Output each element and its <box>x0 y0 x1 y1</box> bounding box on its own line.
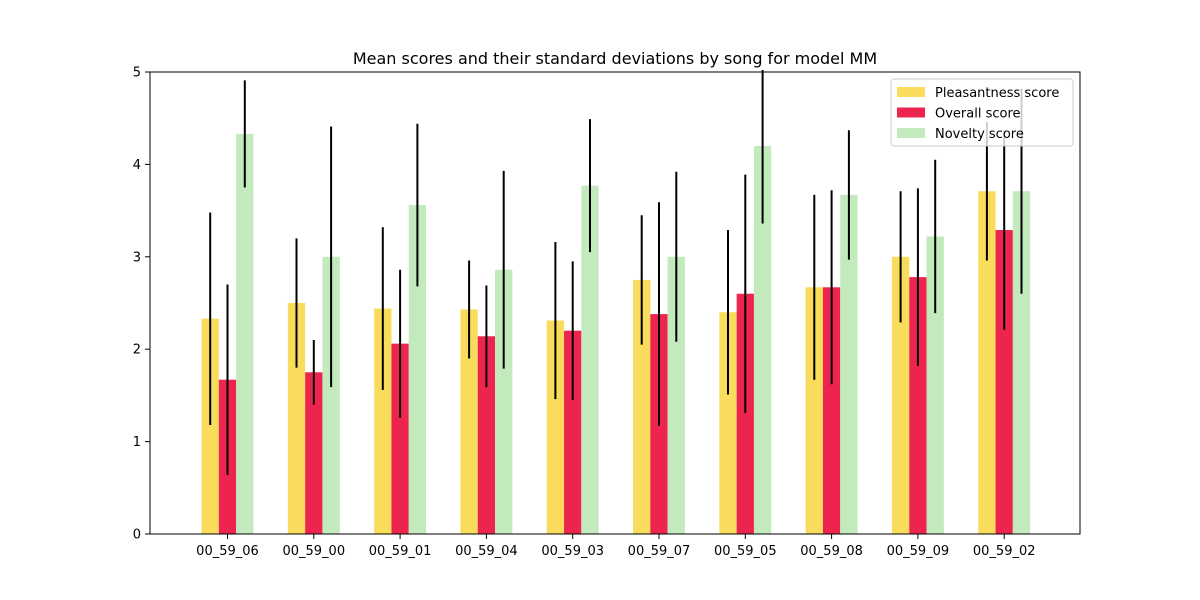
bar-novelty-score-00_59_07 <box>667 256 685 534</box>
bar-pleasantness-score-00_59_08 <box>805 287 823 534</box>
bar-overall-score-00_59_04 <box>477 336 496 534</box>
x-tick-label: 00_59_07 <box>628 544 691 559</box>
legend: Pleasantness score Overall score Novelty s… <box>890 78 1074 147</box>
bar-novelty-score-00_59_09 <box>926 236 944 535</box>
bar-overall-score-00_59_02 <box>995 230 1013 534</box>
y-tick-label: 4 <box>133 158 141 173</box>
bar-pleasantness-score-00_59_01 <box>374 308 392 534</box>
bar-novelty-score-00_59_08 <box>840 194 858 534</box>
legend-swatch <box>897 107 925 118</box>
legend-label: Novelty score <box>935 127 1024 142</box>
bar-novelty-score-00_59_00 <box>322 256 340 534</box>
bar-overall-score-00_59_00 <box>305 372 323 534</box>
legend-swatch <box>897 128 925 138</box>
bar-novelty-score-00_59_04 <box>495 269 513 534</box>
bar-novelty-score-00_59_06 <box>236 133 254 534</box>
bar-pleasantness-score-00_59_04 <box>460 309 478 534</box>
x-tick-label: 00_59_03 <box>541 544 604 559</box>
error-bars-layer <box>209 70 1023 475</box>
y-tick-label: 5 <box>133 66 141 81</box>
bar-overall-score-00_59_09 <box>909 277 927 534</box>
bar-pleasantness-score-00_59_05 <box>719 312 737 534</box>
bar-pleasantness-score-00_59_06 <box>201 318 219 534</box>
bar-novelty-score-00_59_02 <box>1012 191 1031 535</box>
x-tick-label: 00_59_06 <box>196 544 259 559</box>
x-axis: 00_59_06 00_59_00 00_59_01 00_59_04 00_59_03… <box>196 534 1036 559</box>
x-tick-label: 00_59_01 <box>369 544 432 559</box>
bar-overall-score-00_59_08 <box>822 287 841 534</box>
y-tick-label: 2 <box>133 343 141 358</box>
bar-pleasantness-score-00_59_09 <box>891 256 910 534</box>
bars-layer <box>201 133 1031 535</box>
bar-novelty-score-00_59_01 <box>408 205 427 534</box>
legend-label: Pleasantness score <box>935 86 1059 101</box>
legend-frame <box>890 78 1074 147</box>
legend-swatch <box>897 87 925 97</box>
x-tick-label: 00_59_08 <box>800 544 863 559</box>
bar-pleasantness-score-00_59_00 <box>287 303 306 534</box>
bar-overall-score-00_59_03 <box>564 330 582 534</box>
x-tick-label: 00_59_05 <box>714 544 777 559</box>
plot-area-frame <box>149 71 1081 535</box>
x-tick-label: 00_59_09 <box>887 544 950 559</box>
x-tick-label: 00_59_00 <box>282 544 345 559</box>
x-tick-label: 00_59_04 <box>455 544 518 559</box>
bar-pleasantness-score-00_59_03 <box>546 320 565 534</box>
y-tick-label: 0 <box>133 528 141 543</box>
bar-pleasantness-score-00_59_02 <box>978 191 996 535</box>
bar-novelty-score-00_59_03 <box>581 185 599 535</box>
y-tick-label: 3 <box>133 250 141 265</box>
bar-overall-score-00_59_01 <box>391 343 409 534</box>
bar-overall-score-00_59_05 <box>736 293 754 534</box>
x-tick-label: 00_59_02 <box>973 544 1036 559</box>
y-tick-label: 1 <box>133 435 141 450</box>
legend-label: Overall score <box>935 107 1021 122</box>
y-axis: 0 1 2 3 4 5 <box>133 66 150 543</box>
chart-title: Mean scores and their standard deviation… <box>353 49 877 68</box>
bar-pleasantness-score-00_59_07 <box>633 279 651 534</box>
bar-novelty-score-00_59_05 <box>753 145 772 535</box>
